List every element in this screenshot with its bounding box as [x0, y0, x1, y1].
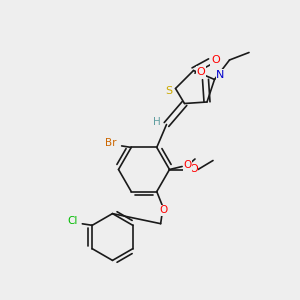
Text: N: N [216, 70, 225, 80]
Text: H: H [153, 116, 161, 127]
Text: Br: Br [104, 138, 116, 148]
Text: O: O [160, 205, 168, 215]
Text: O: O [196, 67, 206, 77]
Text: O: O [211, 55, 220, 65]
Text: Cl: Cl [67, 216, 77, 226]
Text: O: O [183, 160, 192, 170]
Text: O: O [189, 164, 198, 175]
Text: S: S [165, 86, 172, 97]
